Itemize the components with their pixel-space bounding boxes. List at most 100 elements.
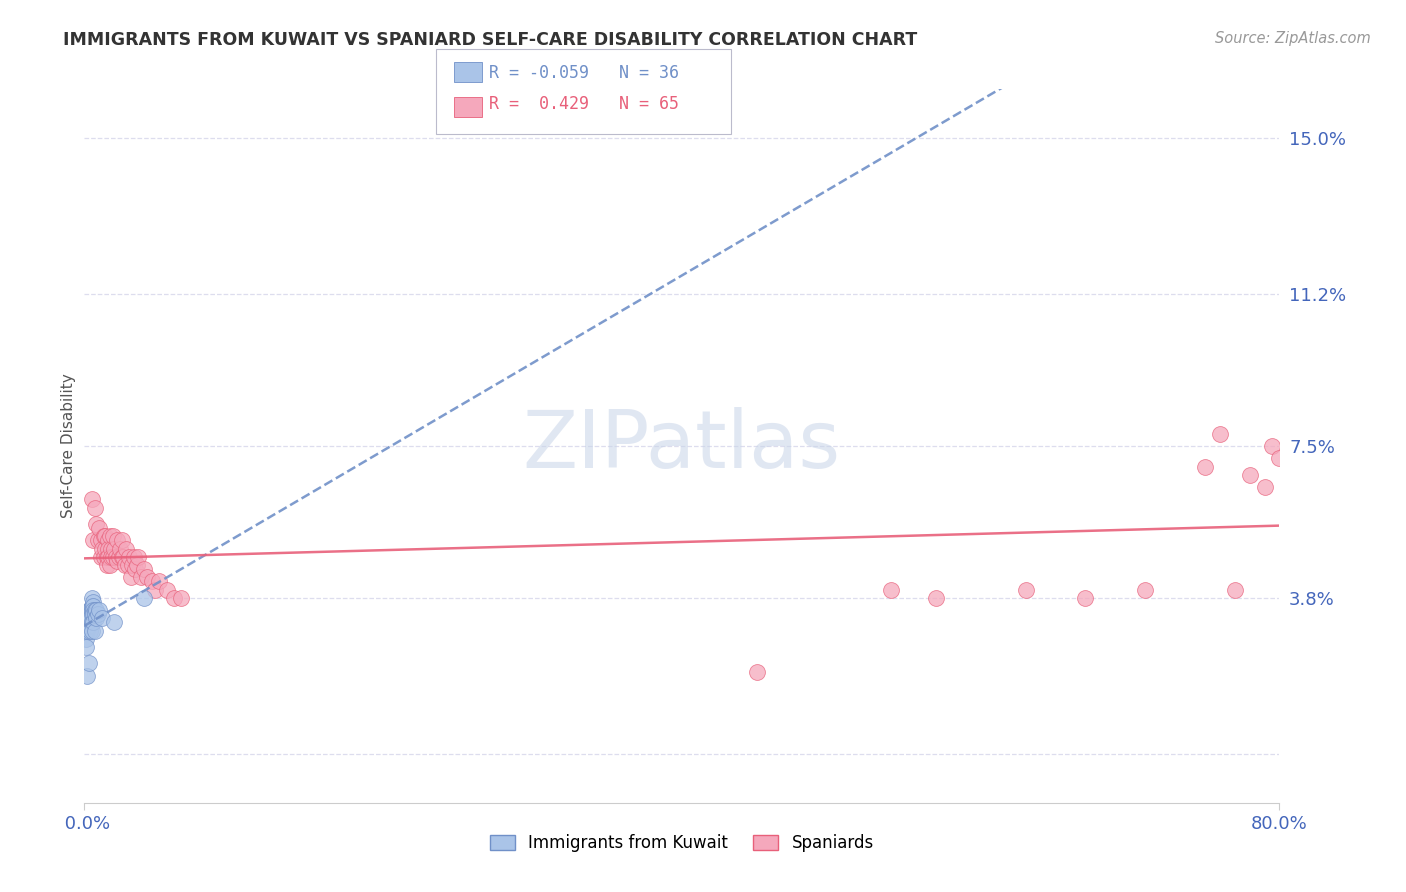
Point	[1194, 459, 1216, 474]
Point	[96, 549, 118, 564]
Point	[83, 607, 105, 622]
Text: IMMIGRANTS FROM KUWAIT VS SPANIARD SELF-CARE DISABILITY CORRELATION CHART: IMMIGRANTS FROM KUWAIT VS SPANIARD SELF-…	[63, 31, 918, 49]
Point	[100, 541, 122, 556]
Point	[101, 549, 124, 564]
Point	[125, 558, 148, 572]
Point	[91, 611, 114, 625]
Point	[111, 549, 134, 564]
Point	[1223, 582, 1246, 597]
Point	[136, 570, 159, 584]
Point	[112, 549, 135, 564]
Point	[90, 533, 112, 548]
Point	[925, 591, 948, 605]
Point	[141, 574, 163, 589]
Point	[94, 541, 117, 556]
Point	[103, 541, 125, 556]
Point	[132, 562, 156, 576]
Point	[83, 500, 105, 515]
Point	[83, 603, 105, 617]
Point	[100, 549, 122, 564]
Point	[1209, 426, 1232, 441]
Point	[80, 603, 103, 617]
Point	[91, 541, 114, 556]
Point	[96, 558, 118, 572]
Point	[97, 549, 120, 564]
Text: R =  0.429   N = 65: R = 0.429 N = 65	[489, 95, 679, 113]
Point	[155, 582, 177, 597]
Point	[76, 615, 98, 630]
Point	[80, 624, 103, 638]
Point	[745, 665, 768, 679]
Point	[111, 533, 134, 548]
Point	[122, 549, 145, 564]
Point	[79, 603, 101, 617]
Point	[82, 615, 104, 630]
Point	[132, 591, 156, 605]
Point	[170, 591, 193, 605]
Point	[79, 611, 101, 625]
Point	[87, 533, 110, 548]
Point	[97, 533, 120, 548]
Point	[82, 603, 104, 617]
Point	[148, 574, 170, 589]
Point	[101, 529, 124, 543]
Point	[90, 549, 112, 564]
Point	[77, 619, 100, 633]
Point	[77, 603, 100, 617]
Point	[1268, 451, 1291, 466]
Point	[75, 624, 97, 638]
Point	[98, 558, 121, 572]
Text: ZIPatlas: ZIPatlas	[523, 407, 841, 485]
Point	[75, 640, 97, 654]
Point	[1074, 591, 1097, 605]
Point	[82, 595, 104, 609]
Point	[80, 615, 103, 630]
Point	[80, 599, 103, 613]
Point	[107, 549, 129, 564]
Point	[86, 603, 108, 617]
Point	[82, 533, 104, 548]
Point	[163, 591, 186, 605]
Point	[127, 549, 149, 564]
Point	[1133, 582, 1156, 597]
Point	[80, 607, 103, 622]
Point	[89, 603, 111, 617]
Point	[79, 624, 101, 638]
Point	[76, 624, 98, 638]
Point	[97, 541, 120, 556]
Point	[110, 541, 132, 556]
Point	[75, 632, 97, 646]
Point	[86, 516, 108, 531]
Point	[105, 533, 128, 548]
Point	[83, 624, 105, 638]
Point	[80, 492, 103, 507]
Point	[1261, 439, 1284, 453]
Point	[1014, 582, 1036, 597]
Point	[82, 599, 104, 613]
Point	[76, 668, 98, 682]
Point	[103, 615, 125, 630]
Point	[143, 582, 166, 597]
Point	[94, 529, 117, 543]
Point	[77, 611, 100, 625]
Point	[880, 582, 903, 597]
Text: Source: ZipAtlas.com: Source: ZipAtlas.com	[1215, 31, 1371, 46]
Point	[105, 554, 128, 568]
Point	[76, 607, 98, 622]
Point	[89, 521, 111, 535]
Point	[1239, 467, 1261, 482]
Point	[98, 529, 121, 543]
Point	[118, 549, 141, 564]
Point	[79, 607, 101, 622]
Point	[80, 591, 103, 605]
Point	[104, 549, 127, 564]
Point	[77, 657, 100, 671]
Point	[87, 607, 110, 622]
Point	[117, 558, 139, 572]
Legend: Immigrants from Kuwait, Spaniards: Immigrants from Kuwait, Spaniards	[484, 828, 880, 859]
Point	[86, 611, 108, 625]
Point	[82, 607, 104, 622]
Text: R = -0.059   N = 36: R = -0.059 N = 36	[489, 64, 679, 82]
Point	[121, 558, 143, 572]
Point	[120, 570, 142, 584]
